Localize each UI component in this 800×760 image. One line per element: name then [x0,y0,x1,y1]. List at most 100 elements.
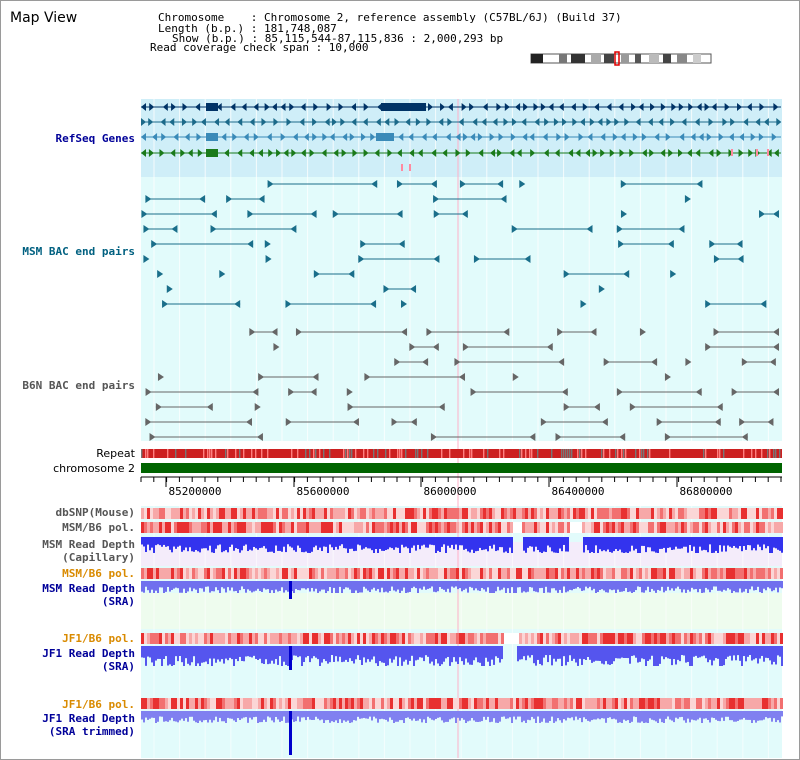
pol-cell [525,508,528,519]
pol-cell [564,522,567,533]
pol-cell [597,633,600,644]
msm-read-depth-sra-label-1[interactable]: MSM Read Depth [42,582,135,595]
depth-bar [389,711,391,718]
dbsnp-track[interactable] [141,508,783,519]
depth-bar [365,711,367,719]
msm-read-depth-capillary-label-1[interactable]: MSM Read Depth [42,538,135,551]
pol-cell [525,633,528,644]
depth-bar [587,537,589,551]
dbsnp-label[interactable]: dbSNP(Mouse) [55,506,135,519]
refseq-genes-track[interactable] [141,103,782,171]
depth-bar [357,711,359,717]
gene-arrow-icon [570,103,576,111]
depth-bar [185,581,187,593]
pol-cell [354,522,357,533]
depth-bar [687,646,689,662]
pol-cell [225,633,228,644]
pol-cell [672,522,675,533]
pol-cell [318,508,321,519]
depth-bar [549,711,551,721]
pol-cell [639,698,642,709]
pol-cell [516,568,519,579]
refseq-genes-label[interactable]: RefSeq Genes [55,132,135,145]
depth-bar [337,581,339,593]
depth-bar [773,646,775,662]
gene-arrow-icon [496,103,502,111]
depth-bar [269,581,271,593]
depth-bar [191,646,193,663]
depth-bar [147,537,149,545]
depth-bar [427,537,429,548]
gene-arrow-icon [584,149,590,157]
depth-bar [383,646,385,663]
pol-cell [453,698,456,709]
pol-cell [522,568,525,579]
jf1-read-depth-sra-label-1[interactable]: JF1 Read Depth [42,647,135,660]
pol-cell [432,522,435,533]
depth-bar [691,646,693,666]
depth-bar [293,646,295,656]
jf1-b6-pol-label-2[interactable]: JF1/B6 pol. [62,698,135,711]
chromosome-ideogram-icon[interactable] [530,51,712,66]
pol-cell [576,568,579,579]
msm-bac-label[interactable]: MSM BAC end pairs [22,245,135,258]
depth-bar [383,537,385,551]
pol-cell [753,508,756,519]
depth-bar [715,711,717,720]
pol-cell [639,522,642,533]
gene-arrow-icon [600,133,606,141]
depth-bar [163,711,165,722]
depth-bar [761,711,763,721]
depth-bar [565,711,567,721]
depth-bar [539,711,541,723]
pol-cell [372,633,375,644]
gene-arrow-icon [455,149,461,157]
b6n-bac-pairs-track[interactable] [145,328,779,441]
bac-end-icon [247,240,254,248]
pol-cell [723,633,726,644]
pol-cell [546,568,549,579]
pol-cell [342,698,345,709]
pol-cell [201,508,204,519]
pol-cell [198,568,201,579]
msm-bac-pairs-track[interactable] [141,180,779,308]
depth-bar [417,711,419,721]
ruler-tick-label: 85600000 [297,485,350,498]
pol-cell [219,508,222,519]
depth-bar [499,581,501,591]
pol-cell [291,568,294,579]
b6n-bac-label[interactable]: B6N BAC end pairs [22,379,135,392]
depth-bar [593,646,595,662]
msm-b6-pol-label-2[interactable]: MSM/B6 pol. [62,567,135,580]
pol-cell [462,522,465,533]
depth-bar [581,646,583,665]
chromosome-bar[interactable] [141,463,782,473]
pol-cell [156,568,159,579]
pol-cell [261,522,264,533]
pol-cell [225,568,228,579]
pol-cell [429,568,432,579]
depth-bar [257,581,259,589]
jf1-b6-pol-label-1[interactable]: JF1/B6 pol. [62,632,135,645]
pol-cell [741,633,744,644]
bac-end-icon [667,240,674,248]
depth-bar [663,711,665,723]
depth-bar [515,711,517,720]
pol-cell [396,568,399,579]
depth-bar [655,646,657,666]
bac-end-icon [773,210,779,218]
msm-b6-pol-label-1[interactable]: MSM/B6 pol. [62,521,135,534]
gene-arrow-icon [575,149,581,157]
jf1-read-depth-trimmed-label-1[interactable]: JF1 Read Depth [42,712,135,725]
pol-cell [489,522,492,533]
bac-end-icon [149,433,156,441]
depth-bar [635,581,637,591]
depth-bar [751,581,753,587]
pol-cell [363,508,366,519]
pol-cell [426,568,429,579]
depth-bar [469,646,471,665]
pol-cell [459,508,462,519]
gene-arrow-icon [384,118,390,126]
depth-bar [355,711,357,721]
